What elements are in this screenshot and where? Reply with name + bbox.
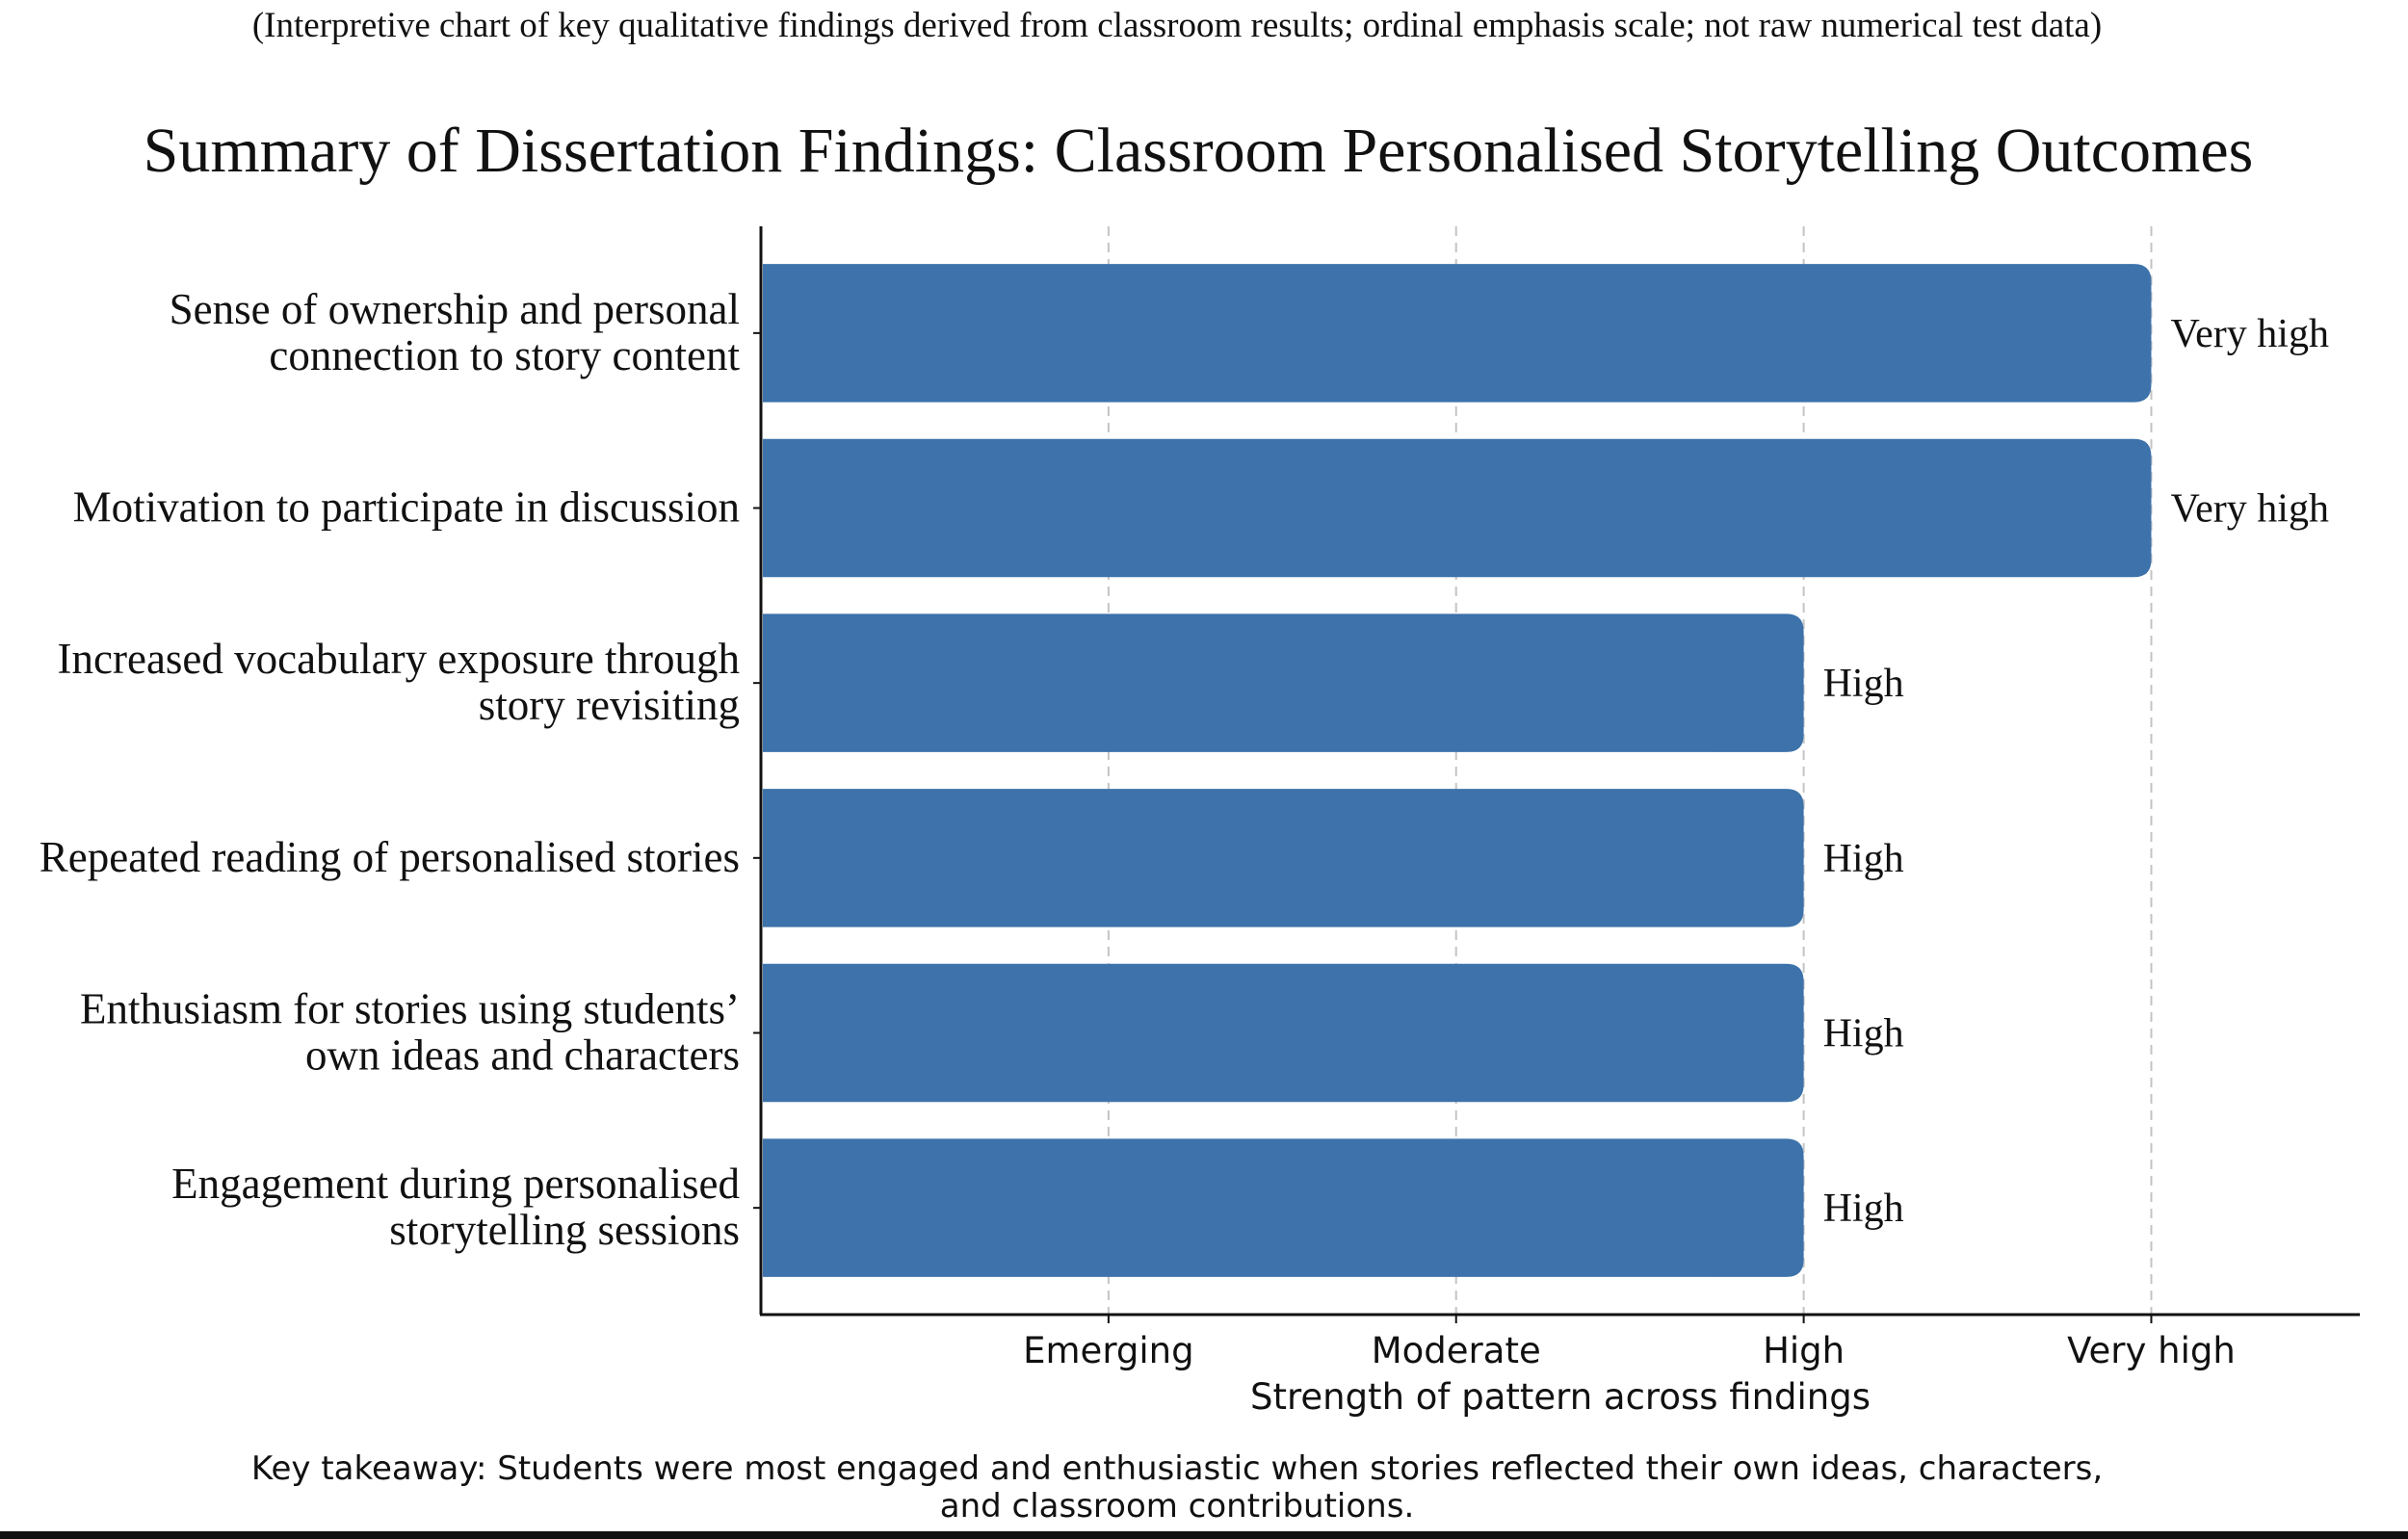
gridlines bbox=[1107, 226, 2153, 1315]
category-label: connection to story content bbox=[269, 331, 740, 379]
chart-title: Summary of Dissertation Findings: Classr… bbox=[144, 116, 2254, 186]
bar-value-label: High bbox=[1823, 1012, 1904, 1056]
bar bbox=[763, 613, 1804, 752]
bar-value-labels: Very high Very high High High High High bbox=[1823, 312, 2329, 1231]
category-label: Enthusiasm for stories using students’ bbox=[80, 985, 740, 1033]
bar bbox=[763, 264, 2152, 403]
category-label: Repeated reading of personalised stories bbox=[39, 833, 740, 881]
bottom-border bbox=[0, 1531, 2408, 1539]
x-tick-labels: Emerging Moderate High Very high bbox=[1023, 1315, 2236, 1371]
bar-value-label: Very high bbox=[2170, 487, 2328, 532]
category-label: story revisiting bbox=[479, 681, 740, 729]
takeaway-line-2: and classroom contributions. bbox=[940, 1487, 1415, 1526]
bar bbox=[763, 1138, 1804, 1277]
bar-value-label: High bbox=[1823, 662, 1904, 706]
category-label: storytelling sessions bbox=[389, 1206, 740, 1254]
bar-value-label: Very high bbox=[2170, 312, 2328, 356]
bars bbox=[763, 264, 2152, 1277]
category-label: own ideas and characters bbox=[305, 1031, 740, 1080]
category-label: Engagement during personalised bbox=[171, 1160, 740, 1208]
x-tick-label: Emerging bbox=[1023, 1330, 1193, 1371]
axes bbox=[759, 226, 2360, 1317]
takeaway-line-1: Key takeaway: Students were most engaged… bbox=[251, 1449, 2103, 1488]
category-label: Sense of ownership and personal bbox=[170, 285, 740, 333]
category-label: Increased vocabulary exposure through bbox=[58, 635, 740, 683]
bar-value-label: High bbox=[1823, 837, 1904, 881]
bar bbox=[763, 963, 1804, 1103]
category-labels: Sense of ownership and personalconnectio… bbox=[39, 285, 761, 1254]
x-axis-label: Strength of pattern across findings bbox=[1250, 1376, 1871, 1418]
x-tick-label: Very high bbox=[2067, 1330, 2236, 1371]
x-tick-label: Moderate bbox=[1372, 1330, 1541, 1371]
bar bbox=[763, 438, 2152, 578]
bar bbox=[763, 789, 1804, 927]
x-tick-label: High bbox=[1763, 1330, 1845, 1371]
bar-value-label: High bbox=[1823, 1187, 1904, 1231]
category-label: Motivation to participate in discussion bbox=[73, 483, 740, 532]
chart-subtitle: (Interpretive chart of key qualitative f… bbox=[252, 6, 2102, 45]
